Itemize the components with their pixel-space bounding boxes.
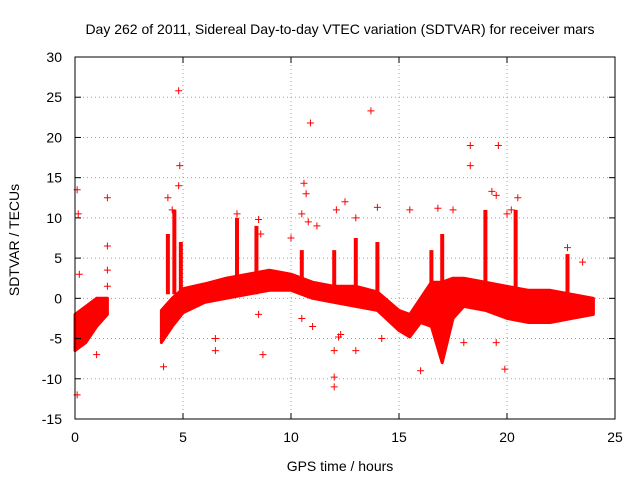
data-point xyxy=(507,206,515,214)
data-point xyxy=(306,119,314,127)
x-tick-label: 5 xyxy=(179,429,187,445)
y-axis-title: SDTVAR / TECUs xyxy=(6,184,22,296)
data-point xyxy=(367,107,375,115)
data-point xyxy=(466,141,474,149)
data-point xyxy=(103,266,111,274)
data-point xyxy=(304,218,312,226)
data-point xyxy=(160,363,168,371)
data-point xyxy=(332,206,340,214)
data-point xyxy=(257,230,265,238)
data-band xyxy=(73,296,109,353)
x-tick-label: 20 xyxy=(499,429,515,445)
data-point xyxy=(579,258,587,266)
data-point xyxy=(313,222,321,230)
data-point xyxy=(503,210,511,218)
data-point xyxy=(373,203,381,211)
data-point xyxy=(460,339,468,347)
data-point xyxy=(103,242,111,250)
y-tick-label: 10 xyxy=(46,210,62,226)
data-point xyxy=(492,339,500,347)
y-tick-label: 15 xyxy=(46,170,62,186)
data-point xyxy=(466,162,474,170)
data-point xyxy=(341,198,349,206)
data-point xyxy=(309,322,317,330)
data-point xyxy=(501,365,509,373)
y-tick-label: 20 xyxy=(46,129,62,145)
y-tick-label: -15 xyxy=(42,411,62,427)
data-point xyxy=(330,347,338,355)
data-point xyxy=(352,214,360,222)
axis-tick-labels: 0 5 10 15 20 25 -15 -10 -5 0 5 10 15 20 25 30 xyxy=(42,49,623,445)
data-point xyxy=(175,87,183,95)
y-tick-label: 30 xyxy=(46,49,62,65)
data-point xyxy=(300,179,308,187)
data-point xyxy=(434,204,442,212)
x-tick-label: 15 xyxy=(391,429,407,445)
chart-title: Day 262 of 2011, Sidereal Day-to-day VTE… xyxy=(85,21,594,37)
data-point xyxy=(352,347,360,355)
data-point xyxy=(255,310,263,318)
x-tick-label: 10 xyxy=(283,429,299,445)
y-tick-label: 25 xyxy=(46,89,62,105)
data-point xyxy=(175,182,183,190)
data-point xyxy=(492,191,500,199)
data-point xyxy=(164,194,172,202)
data-point xyxy=(417,367,425,375)
data-point xyxy=(103,282,111,290)
data-point xyxy=(563,244,571,252)
data-point xyxy=(330,383,338,391)
data-point xyxy=(488,187,496,195)
data-point xyxy=(298,314,306,322)
data-point xyxy=(406,206,414,214)
data-point xyxy=(302,190,310,198)
data-point xyxy=(74,210,82,218)
data-point xyxy=(298,210,306,218)
data-point xyxy=(233,210,241,218)
y-tick-label: 5 xyxy=(54,250,62,266)
plot-frame xyxy=(74,56,616,420)
data-point xyxy=(211,335,219,343)
data-point xyxy=(93,351,101,359)
x-tick-label: 0 xyxy=(71,429,79,445)
data-point xyxy=(449,206,457,214)
data-point xyxy=(514,194,522,202)
data-point xyxy=(330,373,338,381)
data-point xyxy=(168,206,176,214)
data-point xyxy=(255,215,263,223)
data-point xyxy=(287,234,295,242)
data-point xyxy=(176,162,184,170)
data-point xyxy=(436,335,444,343)
data-point xyxy=(211,347,219,355)
data-point xyxy=(378,335,386,343)
data-point xyxy=(259,351,267,359)
x-tick-label: 25 xyxy=(607,429,623,445)
data-point xyxy=(337,331,345,339)
y-tick-label: -5 xyxy=(50,331,63,347)
y-tick-label: 0 xyxy=(54,290,62,306)
data-point xyxy=(494,141,502,149)
data-layer xyxy=(73,87,595,399)
y-tick-label: -10 xyxy=(42,371,62,387)
data-point xyxy=(103,194,111,202)
axis-ticks xyxy=(74,56,616,420)
data-point xyxy=(75,270,83,278)
x-axis-title: GPS time / hours xyxy=(287,458,394,474)
